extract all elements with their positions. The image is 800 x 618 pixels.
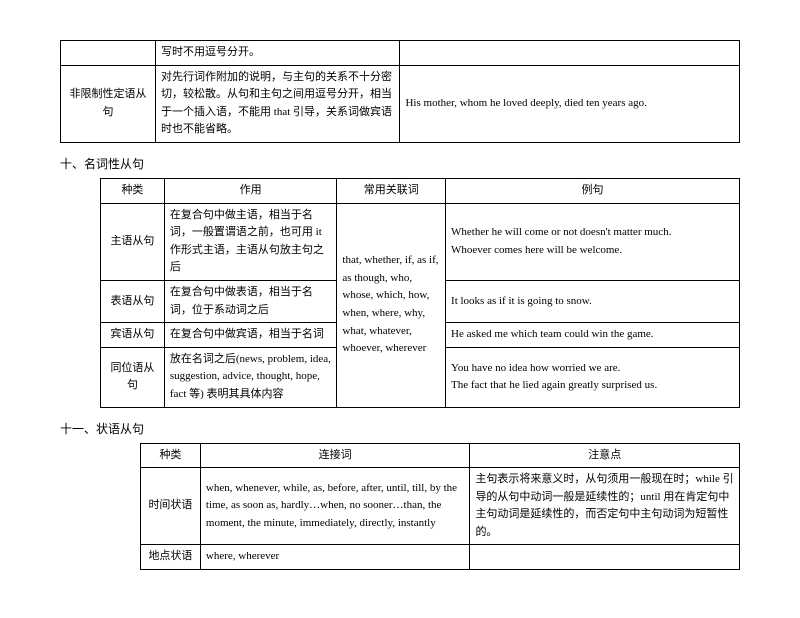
cell: 放在名词之后(news, problem, idea, suggestion, … xyxy=(164,347,337,407)
cell: 在复合句中做主语，相当于名词，一般置谓语之前，也可用 it 作形式主语，主语从句… xyxy=(164,203,337,280)
cell: You have no idea how worried we are. The… xyxy=(446,347,740,407)
cell: Whether he will come or not doesn't matt… xyxy=(446,203,740,280)
cell xyxy=(61,41,156,66)
header-cell: 连接词 xyxy=(200,443,470,468)
cell xyxy=(400,41,740,66)
table-header-row: 种类 作用 常用关联词 例句 xyxy=(101,178,740,203)
header-cell: 注意点 xyxy=(470,443,740,468)
table-adverbial-clause: 种类 连接词 注意点 时间状语 when, whenever, while, a… xyxy=(140,443,740,571)
header-cell: 作用 xyxy=(164,178,337,203)
cell: 在复合句中做表语，相当于名词，位于系动词之后 xyxy=(164,280,337,322)
table-row: 时间状语 when, whenever, while, as, before, … xyxy=(141,468,740,545)
cell-shared: that, whether, if, as if, as though, who… xyxy=(337,203,446,407)
cell: 时间状语 xyxy=(141,468,201,545)
cell: 主句表示将来意义时，从句须用一般现在时；while 引导的从句中动词一般是延续性… xyxy=(470,468,740,545)
cell: 对先行词作附加的说明，与主句的关系不十分密切，较松散。从句和主句之间用逗号分开，… xyxy=(156,65,400,142)
cell: 主语从句 xyxy=(101,203,165,280)
cell: when, whenever, while, as, before, after… xyxy=(200,468,470,545)
cell: 写时不用逗号分开。 xyxy=(156,41,400,66)
header-cell: 例句 xyxy=(446,178,740,203)
table-row: 写时不用逗号分开。 xyxy=(61,41,740,66)
cell: His mother, whom he loved deeply, died t… xyxy=(400,65,740,142)
table-row: 非限制性定语从句 对先行词作附加的说明，与主句的关系不十分密切，较松散。从句和主… xyxy=(61,65,740,142)
cell: 同位语从句 xyxy=(101,347,165,407)
header-cell: 种类 xyxy=(141,443,201,468)
header-cell: 种类 xyxy=(101,178,165,203)
cell: 在复合句中做宾语，相当于名词 xyxy=(164,323,337,348)
table-relative-clause: 写时不用逗号分开。 非限制性定语从句 对先行词作附加的说明，与主句的关系不十分密… xyxy=(60,40,740,143)
table-row: 主语从句 在复合句中做主语，相当于名词，一般置谓语之前，也可用 it 作形式主语… xyxy=(101,203,740,280)
section-title: 十一、状语从句 xyxy=(60,420,740,437)
cell: 非限制性定语从句 xyxy=(61,65,156,142)
table-noun-clause: 种类 作用 常用关联词 例句 主语从句 在复合句中做主语，相当于名词，一般置谓语… xyxy=(100,178,740,408)
section-title: 十、名词性从句 xyxy=(60,155,740,172)
table-header-row: 种类 连接词 注意点 xyxy=(141,443,740,468)
cell: It looks as if it is going to snow. xyxy=(446,280,740,322)
cell: 表语从句 xyxy=(101,280,165,322)
header-cell: 常用关联词 xyxy=(337,178,446,203)
cell: He asked me which team could win the gam… xyxy=(446,323,740,348)
cell: 宾语从句 xyxy=(101,323,165,348)
